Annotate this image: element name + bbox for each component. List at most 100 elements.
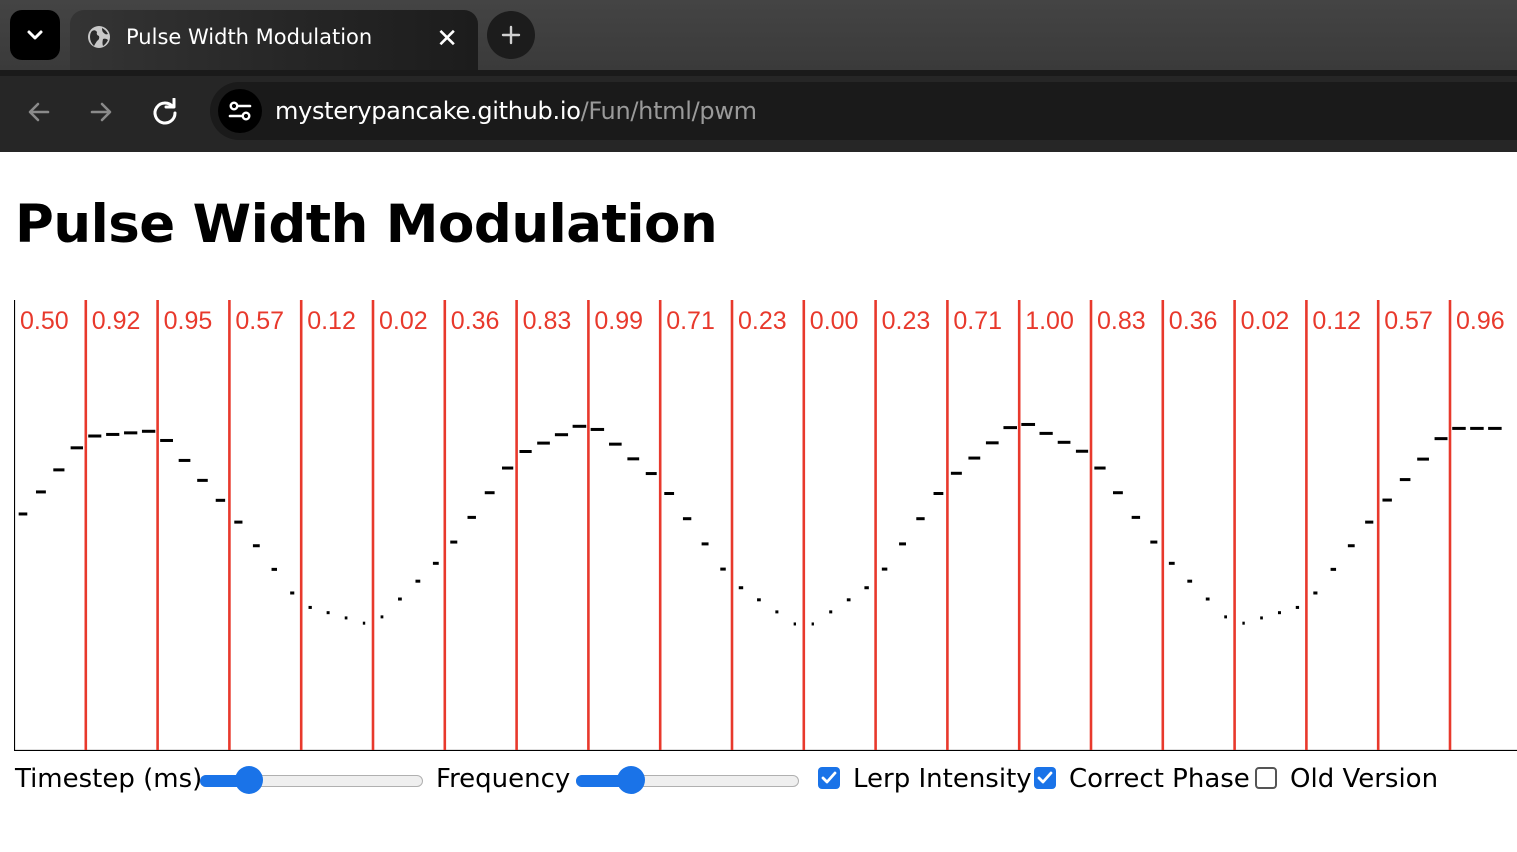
frequency-slider[interactable]	[576, 766, 799, 794]
pwm-sample-bar	[985, 441, 999, 445]
url-path: /Fun/html/pwm	[580, 97, 757, 125]
globe-icon	[86, 24, 112, 55]
pwm-sample-bar	[609, 442, 622, 446]
pwm-sample-bar	[271, 567, 278, 571]
pwm-sample-bar	[501, 466, 514, 470]
window-value-label: 0.12	[1312, 307, 1361, 335]
window-value-label: 0.57	[1384, 307, 1433, 335]
address-bar[interactable]: mysterypancake.github.io/Fun/html/pwm	[210, 82, 1517, 140]
window-value-label: 0.71	[666, 307, 715, 335]
pwm-sample-bar	[881, 567, 888, 571]
pwm-sample-bar	[70, 446, 84, 450]
window-value-label: 0.02	[379, 307, 428, 335]
back-button[interactable]	[19, 92, 59, 132]
pwm-sample-bar	[197, 478, 208, 482]
pwm-sample-bar	[106, 432, 120, 436]
url-host: mysterypancake.github.io	[275, 97, 581, 125]
forward-button[interactable]	[81, 92, 121, 132]
pwm-sample-bar	[1039, 431, 1053, 435]
pwm-sample-bar	[793, 622, 796, 626]
old-version-checkbox[interactable]	[1255, 767, 1277, 789]
pwm-visualization: 0.50 0.92 0.95 0.57 0.12 0.02 0.36 0.83 0.99 0.71…	[14, 300, 1517, 751]
pwm-sample-bar	[933, 492, 944, 495]
lerp-intensity-label: Lerp Intensity	[853, 764, 1032, 794]
pwm-sample-bar	[1057, 440, 1071, 444]
pwm-sample-bar	[572, 424, 587, 428]
pwm-sample-bar	[1417, 457, 1429, 461]
pwm-sample-bar	[1488, 426, 1502, 430]
window-value-label: 0.96	[1456, 307, 1505, 335]
plus-icon	[501, 25, 521, 45]
pwm-sample-bar	[950, 471, 962, 475]
pwm-sample-bar	[738, 586, 744, 590]
pwm-sample-bar	[398, 597, 402, 601]
pwm-sample-bar	[899, 542, 906, 546]
pwm-sample-bar	[1434, 437, 1448, 441]
window-value-label: 0.23	[882, 307, 931, 335]
site-info-button[interactable]	[218, 89, 262, 133]
new-tab-button[interactable]	[487, 11, 535, 59]
pwm-sample-bar	[757, 598, 761, 602]
window-value-label: 0.00	[810, 307, 859, 335]
pwm-sample-bar	[18, 512, 28, 516]
frequency-label: Frequency	[436, 764, 571, 794]
old-version-label: Old Version	[1290, 764, 1439, 794]
reload-icon	[153, 98, 177, 125]
window-value-label: 0.02	[1241, 307, 1290, 335]
pwm-sample-bar	[467, 515, 476, 519]
tab-title: Pulse Width Modulation	[126, 25, 373, 49]
pwm-sample-bar	[124, 431, 138, 435]
pwm-sample-bar	[215, 498, 226, 502]
window-value-label: 0.36	[451, 307, 500, 335]
pwm-sample-bar	[88, 434, 102, 438]
tab-bar: Pulse Width Modulation ✕	[0, 0, 1517, 70]
active-tab[interactable]: Pulse Width Modulation ✕	[70, 10, 478, 70]
pwm-sample-bar	[308, 605, 312, 609]
pwm-sample-bar	[380, 615, 384, 619]
pwm-sample-bar	[1382, 498, 1392, 502]
pwm-sample-bar	[1131, 515, 1141, 519]
checkmark-icon	[821, 771, 837, 784]
lerp-intensity-checkbox[interactable]	[818, 767, 840, 789]
pwm-sample-bar	[1003, 426, 1018, 430]
correct-phase-label: Correct Phase	[1069, 764, 1250, 794]
window-value-label: 0.83	[1097, 307, 1146, 335]
pwm-sample-bar	[432, 561, 439, 565]
pwm-sample-bar	[537, 441, 550, 445]
page-title: Pulse Width Modulation	[15, 194, 718, 255]
correct-phase-checkbox[interactable]	[1034, 767, 1056, 789]
window-value-label: 0.36	[1169, 307, 1218, 335]
pwm-sample-bar	[1295, 605, 1300, 609]
pwm-sample-bar	[1260, 616, 1263, 620]
pwm-sample-bar	[53, 468, 65, 472]
pwm-sample-bar	[178, 458, 191, 462]
window-value-label: 1.00	[1025, 307, 1074, 335]
pwm-sample-bar	[326, 611, 330, 615]
checkmark-icon	[1037, 771, 1053, 784]
pwm-sample-bar	[1187, 579, 1193, 583]
pwm-sample-bar	[141, 429, 156, 433]
pwm-sample-bar	[1365, 520, 1374, 524]
pwm-sample-bar	[1021, 422, 1036, 426]
pwm-sample-bar	[811, 622, 814, 626]
reload-button[interactable]	[145, 92, 185, 132]
pwm-sample-bar	[701, 542, 709, 546]
pwm-sample-bar	[1313, 591, 1318, 595]
chevron-down-icon	[27, 30, 43, 40]
window-value-label: 0.92	[92, 307, 141, 335]
pwm-sample-bar	[1224, 615, 1227, 619]
slider-thumb[interactable]	[235, 766, 264, 794]
close-icon[interactable]: ✕	[436, 24, 458, 54]
slider-thumb[interactable]	[616, 766, 645, 794]
pwm-sample-bar	[234, 520, 243, 524]
pwm-sample-bar	[415, 579, 421, 583]
timestep-label: Timestep (ms)	[15, 764, 203, 794]
timestep-slider[interactable]	[200, 766, 423, 794]
toolbar-separator	[0, 70, 1517, 76]
pwm-sample-bar	[1150, 540, 1158, 544]
url-text[interactable]: mysterypancake.github.io/Fun/html/pwm	[275, 97, 757, 125]
tab-search-button[interactable]	[10, 10, 60, 60]
pwm-sample-bar	[1168, 561, 1175, 565]
arrow-left-icon	[28, 102, 50, 122]
window-value-label: 0.12	[307, 307, 356, 335]
